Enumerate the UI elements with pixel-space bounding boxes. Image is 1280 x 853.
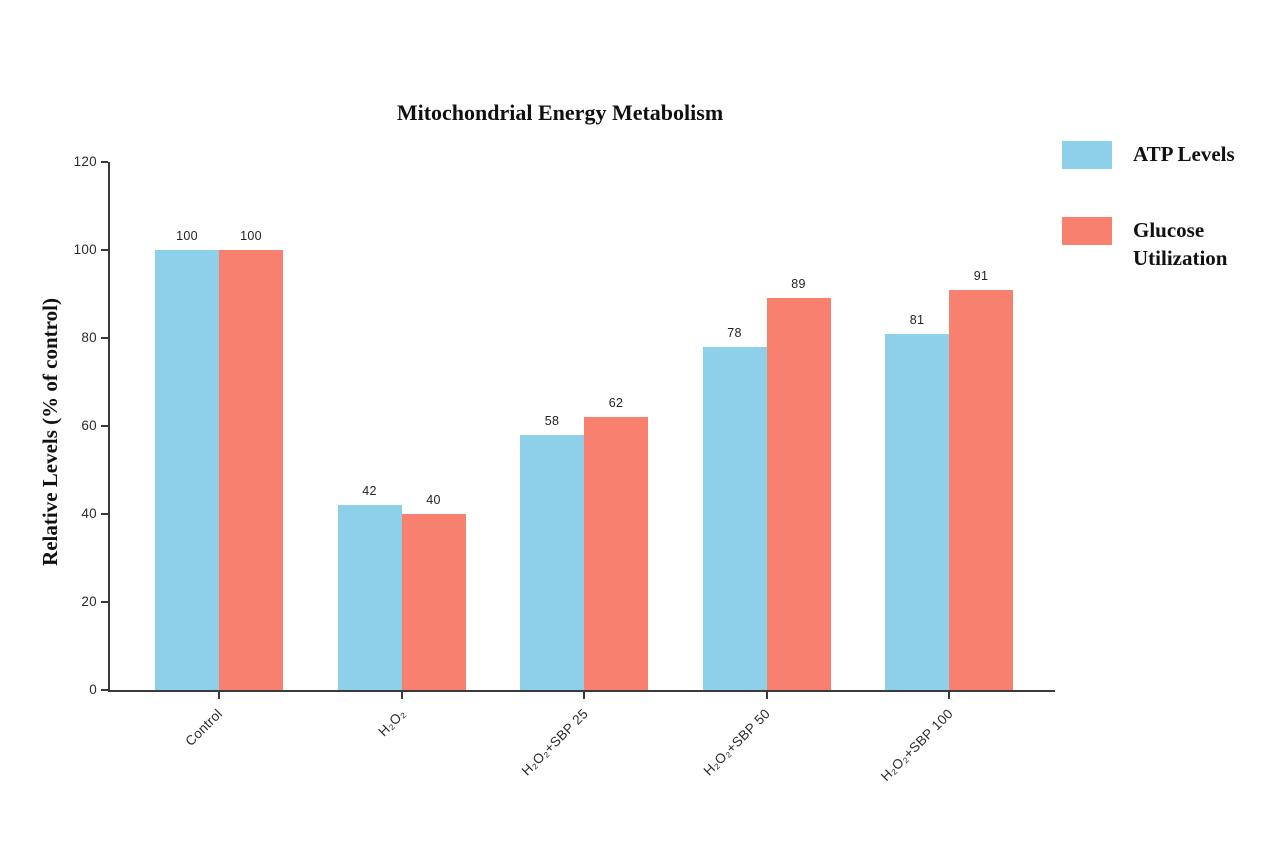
bar-atp-levels — [520, 434, 584, 690]
bar-atp-levels — [155, 250, 219, 690]
chart-title: Mitochondrial Energy Metabolism — [396, 100, 724, 125]
y-tick — [101, 601, 108, 603]
x-category-label: H₂O₂ — [374, 706, 409, 740]
legend-swatch — [1062, 217, 1112, 245]
y-tick — [101, 249, 108, 251]
y-axis — [108, 162, 110, 692]
bar-value-label: 58 — [544, 413, 560, 428]
legend: ATP Levels Glucose Utilization — [1062, 140, 1263, 273]
bar-atp-levels — [337, 505, 402, 690]
y-tick-label: 0 — [89, 682, 97, 697]
bar-value-label: 40 — [426, 493, 441, 507]
bar-atp-levels — [702, 346, 767, 690]
bar-value-label: 42 — [362, 484, 377, 499]
x-category-label: H₂O₂+SBP 25 — [518, 706, 591, 779]
bar-atp-levels — [885, 333, 949, 690]
y-tick — [101, 513, 108, 515]
bar-glucose-utilization — [949, 289, 1013, 690]
legend-label: ATP Levels — [1133, 142, 1235, 166]
y-tick-label: 120 — [73, 154, 97, 169]
x-axis — [108, 690, 1055, 692]
bar-value-label: 62 — [608, 396, 624, 411]
legend-swatch — [1062, 141, 1112, 169]
bar-value-label: 78 — [727, 325, 742, 340]
bar-value-label: 100 — [176, 229, 198, 243]
legend-item: Glucose Utilization — [1062, 216, 1263, 273]
bar-glucose-utilization — [766, 298, 831, 690]
x-tick — [948, 692, 950, 699]
bar-glucose-utilization — [219, 250, 283, 690]
legend-item: ATP Levels — [1062, 140, 1263, 169]
x-tick — [400, 692, 403, 699]
y-tick-label: 100 — [73, 242, 97, 257]
x-category-label: Control — [182, 706, 226, 749]
bar-glucose-utilization — [584, 417, 648, 690]
x-tick — [765, 692, 768, 699]
y-tick-label: 40 — [81, 506, 97, 521]
bar-value-label: 89 — [791, 277, 806, 292]
bar-value-label: 91 — [973, 268, 989, 283]
y-tick — [101, 425, 108, 427]
x-category-label: H₂O₂+SBP 100 — [877, 706, 956, 784]
y-tick-label: 80 — [81, 330, 97, 345]
y-tick — [101, 337, 108, 339]
x-tick — [218, 692, 220, 699]
bar-value-label: 100 — [240, 229, 262, 243]
bar-glucose-utilization — [401, 514, 466, 690]
y-tick-label: 20 — [81, 594, 97, 609]
y-tick — [101, 161, 108, 163]
x-category-label: H₂O₂+SBP 50 — [700, 706, 774, 779]
y-tick — [101, 689, 108, 691]
y-tick-label: 60 — [81, 418, 97, 433]
x-tick — [583, 692, 585, 699]
legend-label: Glucose Utilization — [1133, 218, 1228, 271]
bar-value-label: 81 — [909, 312, 925, 327]
